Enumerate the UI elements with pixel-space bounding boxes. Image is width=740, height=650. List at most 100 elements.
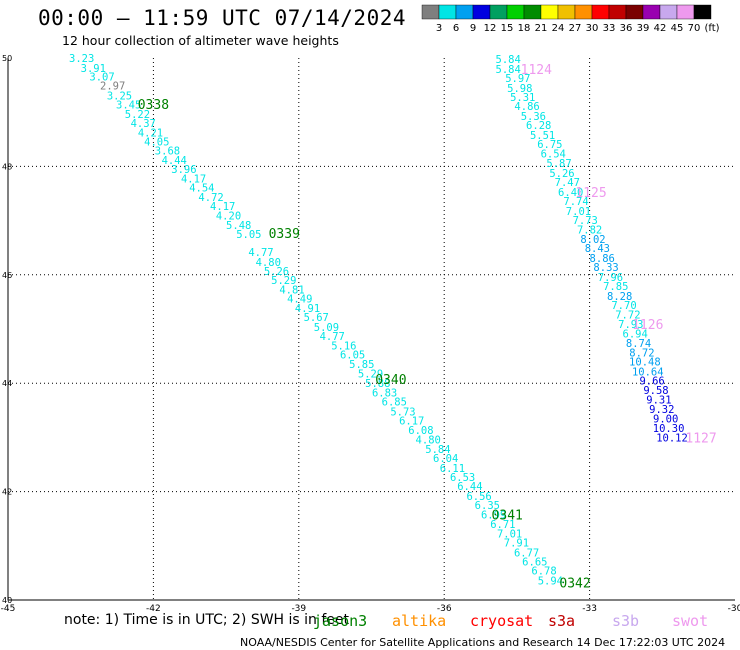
colorbar-swatch [693, 4, 712, 20]
swh-value-label: 6.35 [475, 500, 500, 512]
plot-axes: -45 -42 -39 -36 -33 -30 50 48 46 44 42 40 [1, 54, 740, 614]
colorbar-swatch [659, 4, 678, 20]
swh-values: 3.233.913.072.973.253.455.224.374.214.05… [69, 53, 688, 587]
x-tick-label: -45 [1, 604, 16, 614]
swh-value-label: 8.86 [590, 253, 615, 265]
swh-value-label: 4.80 [256, 257, 281, 269]
swh-value-label: 4.91 [295, 303, 320, 315]
swh-value-label: 6.83 [372, 387, 397, 399]
swh-value-label: 7.93 [618, 319, 643, 331]
swh-value-label: 4.86 [514, 101, 539, 113]
swh-value-label: 6.75 [537, 139, 562, 151]
swh-value-label: 6.28 [526, 120, 551, 132]
colorbar-tick-label: 70 [688, 23, 701, 34]
swh-value-label: 6.56 [466, 491, 491, 503]
swh-value-label: 5.26 [549, 168, 574, 180]
swh-value-label: 6.53 [450, 472, 475, 484]
swh-value-label: 5.51 [530, 130, 555, 142]
swh-value-label: 5.73 [390, 406, 415, 418]
y-tick-label: 44 [2, 379, 12, 388]
swh-value-label: 7.82 [577, 224, 602, 236]
colorbar-swatch [591, 4, 610, 20]
swh-value-label: 7.70 [611, 300, 636, 312]
colorbar-tick-label: 24 [552, 23, 565, 34]
swh-value-label: 7.01 [497, 528, 522, 540]
swh-value-label: 5.36 [521, 111, 546, 123]
swh-value-label: 5.29 [358, 368, 383, 380]
swh-value-label: 5.26 [264, 266, 289, 278]
swh-value-label: 3.25 [107, 90, 132, 102]
swh-value-label: 6.94 [623, 328, 648, 340]
colorbar-tick-label: 21 [535, 23, 548, 34]
x-tick-label: -42 [146, 604, 161, 614]
swh-value-label: 7.96 [598, 272, 623, 284]
swh-value-label: 5.85 [349, 359, 374, 371]
time-label: 0339 [269, 227, 300, 242]
colorbar-swatch [438, 4, 457, 20]
legend-cryosat: cryosat [470, 612, 534, 630]
swh-value-label: 3.07 [89, 71, 114, 83]
legend-s3a: s3a [548, 612, 576, 630]
swh-value-label: 4.72 [198, 192, 223, 204]
colorbar-swatch [489, 4, 508, 20]
swh-value-label: 5.31 [510, 92, 535, 104]
swh-value-label: 8.43 [585, 243, 610, 255]
swh-value-label: 10.30 [653, 423, 685, 435]
time-labels: 0338 0339 0340 0341 0342 1124 1125 1126 1127 [138, 63, 717, 592]
swh-value-label: 4.20 [216, 211, 241, 223]
time-label: 0338 [138, 98, 169, 113]
colorbar-swatch [523, 4, 542, 20]
swh-value-label: 5.48 [226, 220, 251, 232]
swh-value-label: 5.84 [496, 54, 521, 66]
swh-value-label: 4.21 [138, 127, 163, 139]
colorbar-tick-label: 6 [453, 23, 459, 34]
swh-value-label: 4.37 [131, 118, 156, 130]
swh-value-label: 7.72 [615, 309, 640, 321]
swh-value-label: 8.74 [626, 338, 651, 350]
colorbar-tick-label: 45 [671, 23, 684, 34]
swh-value-label: 8.02 [580, 234, 605, 246]
colorbar-tick-label: 30 [586, 23, 599, 34]
colorbar-tick-label: 27 [569, 23, 582, 34]
colorbar-swatch [472, 4, 491, 20]
time-label: 1126 [632, 318, 663, 333]
colorbar-swatch [455, 4, 474, 20]
colorbar-tick-label: 18 [518, 23, 531, 34]
chart-title: 00:00 – 11:59 UTC 07/14/2024 [38, 6, 407, 30]
legend-altika: altika [392, 612, 447, 630]
swh-value-label: 6.77 [514, 547, 539, 559]
swh-value-label: 5.67 [304, 312, 329, 324]
swh-value-label: 3.23 [69, 53, 94, 65]
colorbar-swatch [676, 4, 695, 20]
colorbar-swatch [506, 4, 525, 20]
swh-value-label: 4.17 [181, 173, 206, 185]
footer-note: note: 1) Time is in UTC; 2) SWH is in fe… [64, 612, 350, 628]
swh-value-label: 5.29 [271, 275, 296, 287]
swh-value-label: 5.84 [496, 64, 521, 76]
swh-value-label: 6.05 [340, 349, 365, 361]
swh-value-label: 7.01 [566, 206, 591, 218]
swh-value-label: 7.91 [504, 538, 529, 550]
swh-value-label: 6.85 [382, 397, 407, 409]
colorbar-legend: 3 6 9 12 15 18 21 24 27 30 33 36 39 42 45 70 (ft) [421, 4, 720, 34]
x-tick-label: -30 [728, 604, 740, 614]
colorbar-tick-label: 39 [637, 23, 650, 34]
colorbar-unit: (ft) [704, 23, 719, 34]
legend-jason3: jason3 [313, 612, 368, 630]
swh-value-label: 5.05 [236, 229, 261, 241]
swh-value-label: 9.32 [649, 404, 674, 416]
swh-value-label: 6.99 [481, 509, 506, 521]
swh-value-label: 4.49 [287, 294, 312, 306]
swh-value-label: 7.74 [563, 196, 588, 208]
swh-value-label: 4.17 [210, 201, 235, 213]
swh-value-label: 6.78 [531, 566, 556, 578]
swh-value-label: 5.09 [314, 322, 339, 334]
colorbar-tick-label: 12 [484, 23, 497, 34]
y-tick-label: 46 [2, 271, 12, 280]
colorbar-swatch [642, 4, 661, 20]
colorbar-swatch [421, 4, 440, 20]
y-tick-label: 40 [2, 596, 12, 605]
swh-value-label: 5.84 [425, 444, 450, 456]
colorbar-tick-label: 15 [501, 23, 514, 34]
swh-value-label: 4.44 [162, 155, 187, 167]
